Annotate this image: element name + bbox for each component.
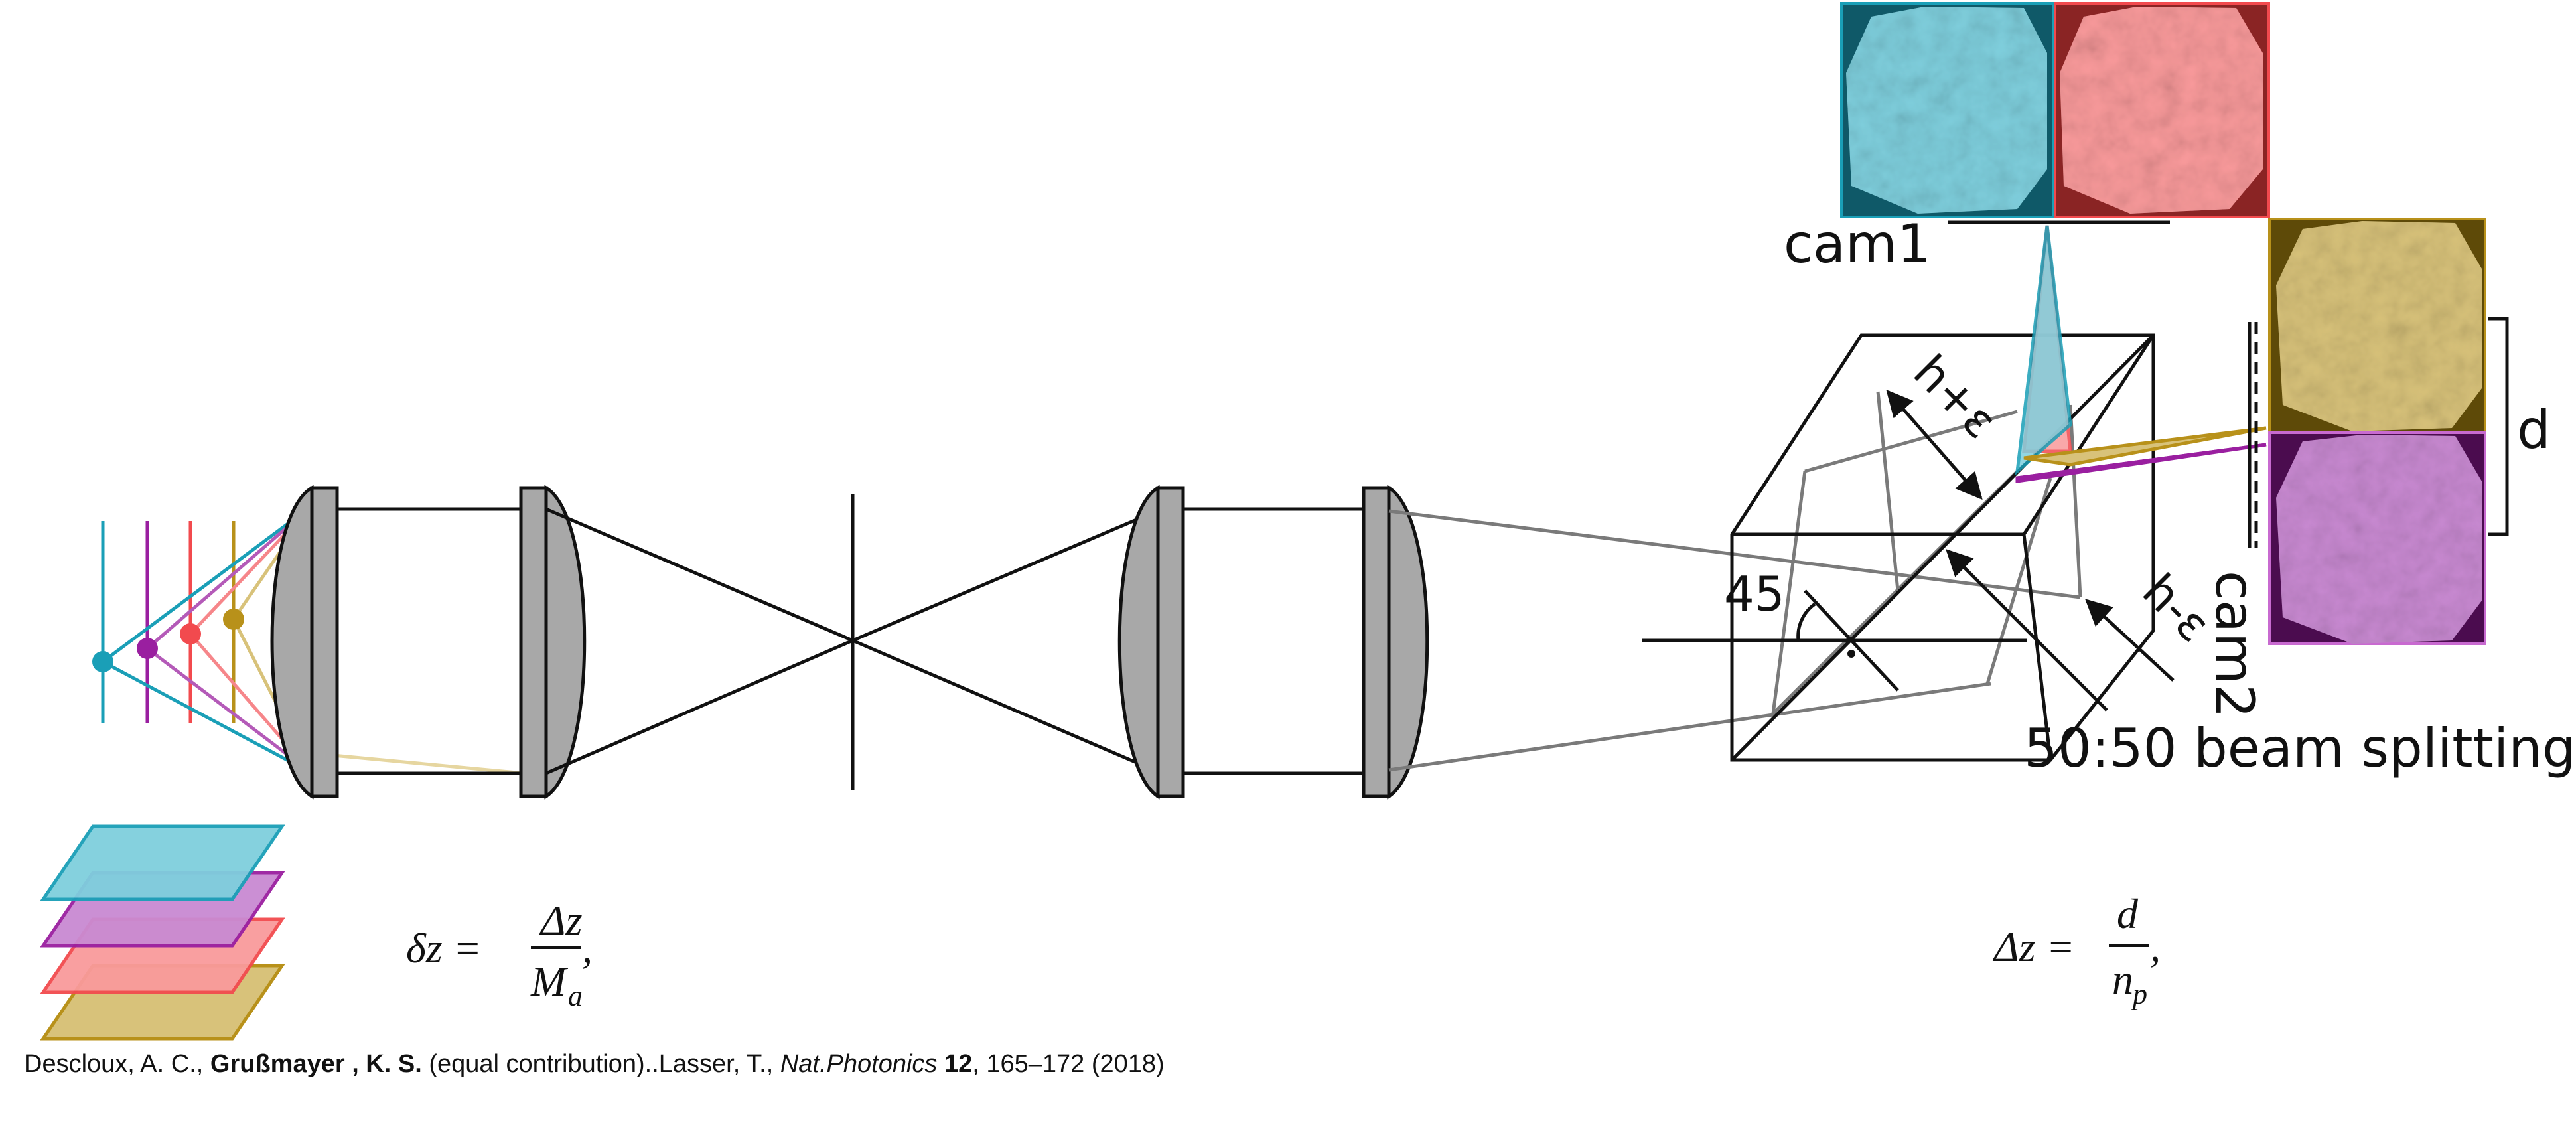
- equation-right: Δz = d n p ,: [1992, 890, 2161, 1010]
- citation: Descloux, A. C., Grußmayer , K. S. (equa…: [24, 1050, 1165, 1079]
- citation-authors-1: Descloux, A. C.,: [24, 1050, 210, 1078]
- cam1-label: cam1: [1784, 213, 1931, 275]
- stop-icon: [851, 494, 1162, 790]
- citation-authors-2: (equal contribution)..Lasser, T.,: [421, 1050, 780, 1078]
- camera-1-images: [1840, 2, 2270, 224]
- equation-right-numerator: d: [2117, 890, 2139, 937]
- lens-group-right: [1117, 485, 1429, 800]
- equation-right-denominator-sub: p: [2131, 978, 2147, 1010]
- equation-left: δz = Δz M a ,: [406, 897, 593, 1012]
- lens-icon: [270, 485, 314, 800]
- equation-left-denominator-sub: a: [568, 980, 583, 1012]
- equation-left-lhs: δz =: [406, 925, 482, 972]
- citation-space: [937, 1050, 944, 1078]
- citation-author-bold: Grußmayer , K. S.: [210, 1050, 422, 1078]
- equation-right-lhs: Δz =: [1992, 923, 2075, 970]
- equation-right-trail: ,: [2150, 923, 2161, 970]
- beams-to-cameras: [2015, 225, 2267, 483]
- citation-pages: , 165–172 (2018): [972, 1050, 1165, 1078]
- point-sources: [92, 504, 525, 775]
- equation-right-denominator: n: [2112, 956, 2133, 1003]
- lens-icon: [1387, 485, 1429, 800]
- focal-plane-icon: [40, 824, 285, 1041]
- prism-icon: [1642, 333, 2175, 762]
- beam-splitting-label: 50:50 beam splitting: [2024, 717, 2576, 779]
- cam2-label: cam2: [2204, 571, 2265, 718]
- h-plus-epsilon-label: h+ε: [1903, 344, 2008, 449]
- relay-rays: [1388, 509, 2081, 772]
- camera-2-images: [2248, 218, 2509, 645]
- citation-volume: 12: [944, 1050, 973, 1078]
- lens-group-left: [270, 485, 853, 800]
- lens-icon: [1117, 485, 1160, 800]
- citation-journal: Nat.Photonics: [780, 1050, 938, 1078]
- equation-left-denominator: M: [530, 958, 569, 1005]
- angle-label: 45: [1724, 566, 1785, 622]
- lens-icon: [544, 485, 587, 800]
- d-label: d: [2517, 399, 2551, 461]
- equation-left-numerator: Δz: [539, 897, 583, 944]
- equation-left-trail: ,: [582, 925, 593, 972]
